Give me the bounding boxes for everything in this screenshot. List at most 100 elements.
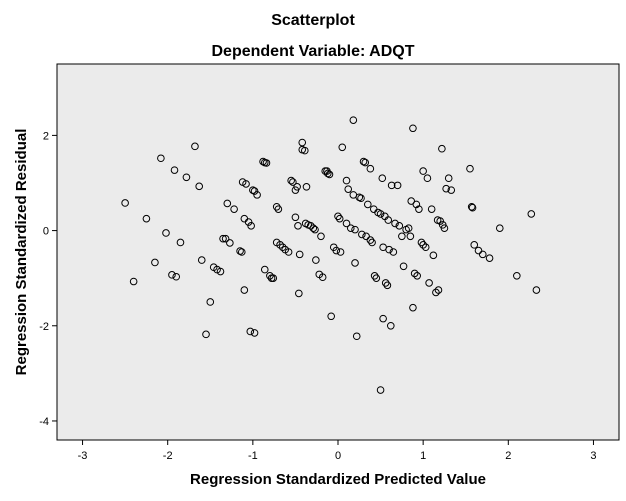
scatter-point [197, 256, 206, 264]
scatter-point [274, 205, 283, 213]
x-tick-label: 2 [505, 450, 511, 462]
scatter-point [151, 258, 159, 267]
scatter-point [342, 219, 351, 228]
scatter-point [172, 272, 181, 281]
scatter-point [409, 124, 417, 133]
scatter-point [327, 312, 335, 321]
scatter-point [370, 271, 379, 280]
scatter-point [262, 159, 271, 167]
scatter-point [176, 238, 185, 247]
scatter-point [468, 203, 477, 212]
scatter-point [291, 213, 300, 222]
scatter-point [357, 194, 365, 203]
scatter-point [470, 241, 479, 249]
scatter-point [383, 281, 392, 290]
x-tick-label: 0 [335, 450, 341, 462]
scatter-point [182, 173, 191, 182]
scatter-point [157, 154, 165, 163]
scatter-point [410, 269, 419, 278]
scatter-point [485, 254, 494, 262]
scatter-point [372, 274, 381, 282]
scatter-point [219, 234, 227, 243]
scatter-point [359, 157, 368, 166]
scatter-point [300, 146, 309, 155]
scatter-point [406, 232, 415, 241]
scatter-point [311, 225, 319, 234]
data-points [121, 116, 541, 394]
scatter-point [425, 279, 433, 287]
scatter-point [336, 248, 345, 256]
scatter-point [527, 210, 536, 218]
scatter-point [247, 222, 255, 230]
scatter-point [226, 239, 234, 247]
scatter-point [474, 246, 483, 255]
scatter-point [379, 314, 387, 323]
scatter-point [289, 178, 297, 186]
scatter-point [317, 232, 325, 241]
scatter-point [376, 386, 385, 394]
scatter-point [385, 245, 393, 254]
scatter-point [246, 327, 255, 336]
scatter-point [202, 330, 210, 339]
x-tick-label: 1 [420, 450, 426, 462]
scatter-point [495, 224, 504, 233]
scatter-point [352, 332, 361, 341]
scatter-point [293, 182, 301, 191]
scatter-point [386, 321, 395, 330]
scatter-point [349, 116, 358, 124]
scatter-point [121, 199, 129, 207]
plot-area [56, 63, 620, 441]
scatter-point [351, 225, 359, 234]
scatter-point [302, 182, 311, 191]
scatter-point [415, 205, 423, 213]
scatter-point [306, 222, 315, 230]
scatter-point [366, 164, 375, 173]
scatter-point [442, 184, 450, 193]
scatter-point [355, 193, 364, 202]
chart-title: Scatterplot [271, 12, 355, 29]
scatter-point [361, 158, 370, 167]
scatter-point [287, 176, 295, 185]
scatter-point [358, 230, 366, 239]
scatter-point [404, 224, 413, 233]
scatter-point [421, 243, 430, 252]
scatter-point [467, 202, 476, 211]
scatter-point [338, 143, 347, 152]
scatter-point [260, 265, 269, 274]
scatter-point [393, 181, 402, 190]
x-axis-label: Regression Standardized Predicted Value [190, 471, 486, 488]
scatter-point [191, 142, 199, 151]
scatter-point [323, 169, 332, 178]
scatter-point [325, 170, 334, 179]
scatter-point [429, 251, 438, 260]
x-tick-label: -2 [163, 450, 173, 462]
x-axis-ticks: -3 -2 -1 0 1 2 3 [78, 440, 597, 462]
y-axis-ticks: -4 -2 0 2 [39, 130, 57, 428]
scatter-point [237, 248, 246, 256]
scatter-point [168, 271, 176, 279]
scatter-point [351, 259, 359, 267]
scatter-point [447, 186, 456, 194]
scatter-point [391, 219, 399, 228]
scatter-point [332, 246, 341, 255]
scatter-point [389, 248, 398, 256]
y-tick-label: -2 [39, 321, 49, 333]
x-tick-label: -1 [248, 450, 258, 462]
y-tick-label: 2 [43, 130, 49, 142]
scatter-point [206, 298, 215, 306]
scatter-point [230, 205, 238, 213]
y-axis-label: Regression Standardized Residual [13, 129, 30, 376]
scatter-point [346, 224, 355, 233]
scatter-point [419, 167, 427, 175]
scatter-point [170, 166, 179, 174]
scatter-point [384, 216, 393, 224]
scatter-point [366, 236, 375, 244]
scatter-point [334, 212, 342, 221]
scatter-point [466, 164, 474, 173]
scatter-point [417, 238, 426, 247]
scatter-point [294, 222, 302, 230]
scatter-point [444, 174, 453, 183]
scatter-point [312, 256, 320, 264]
scatter-point [438, 144, 446, 153]
scatter-point [395, 222, 404, 230]
